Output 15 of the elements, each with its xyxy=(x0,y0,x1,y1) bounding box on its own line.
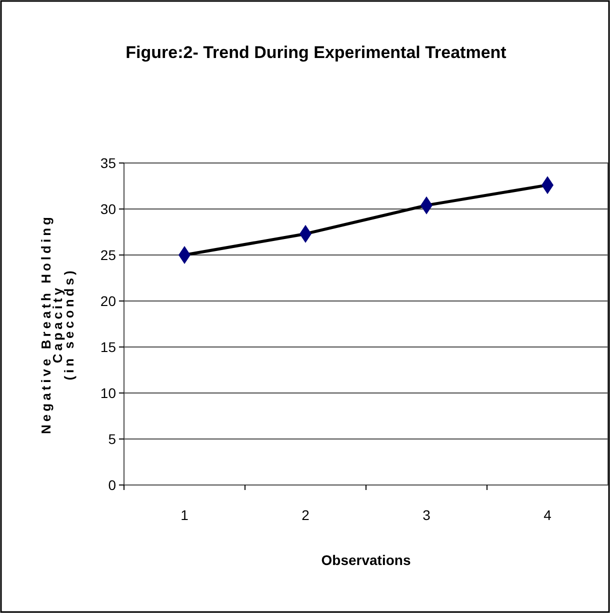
y-axis-title: Negative Breath Holding Capacity (in seconds) xyxy=(38,214,77,434)
y-tick-label: 5 xyxy=(108,430,116,447)
y-tick-label: 20 xyxy=(100,292,116,309)
x-tick-label: 2 xyxy=(302,507,310,523)
y-tick-label: 10 xyxy=(100,384,116,401)
y-tick-label: 15 xyxy=(100,338,116,355)
x-tick-label: 1 xyxy=(180,507,189,523)
x-tick-label: 4 xyxy=(544,507,552,523)
y-tick-label: 25 xyxy=(100,246,116,263)
y-tick-label: 35 xyxy=(100,154,116,171)
y-tick-label: 30 xyxy=(100,200,116,217)
chart-title: Figure:2- Trend During Experimental Treatment xyxy=(126,43,507,62)
x-axis-title: Observations xyxy=(321,552,411,568)
y-tick-label: 0 xyxy=(108,476,116,493)
x-tick-label: 3 xyxy=(422,507,431,523)
